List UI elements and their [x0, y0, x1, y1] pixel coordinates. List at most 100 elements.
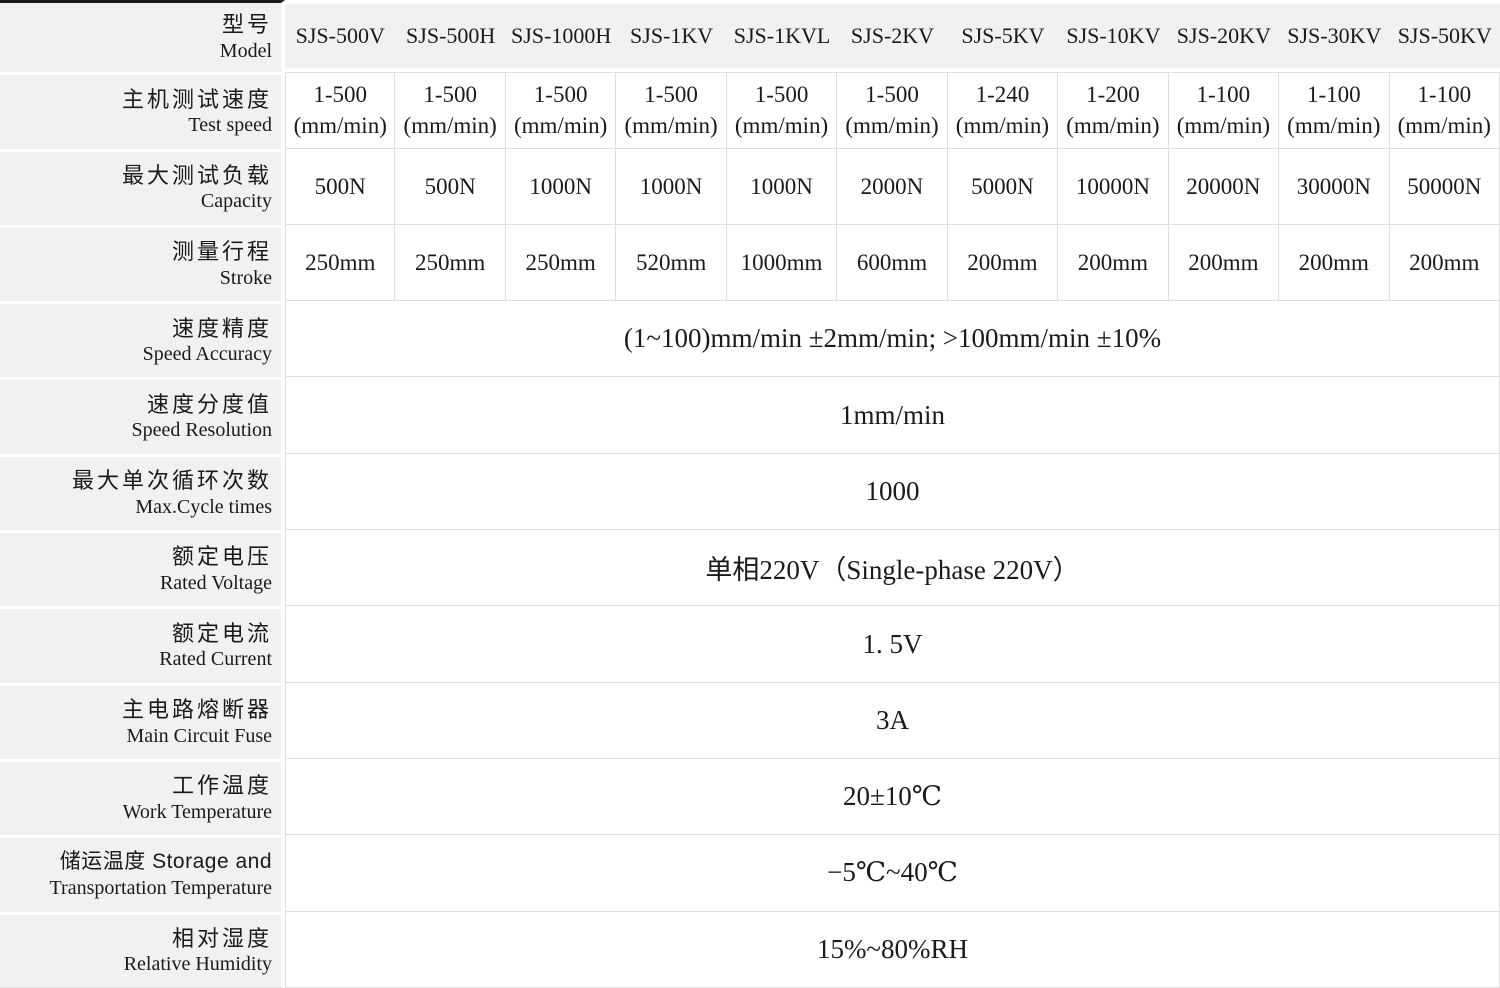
- model-header-cell: SJS-2KV: [837, 0, 948, 73]
- table-row: 额定电压 Rated Voltage 单相220V（Single-phase 2…: [0, 530, 1500, 607]
- model-header-cell: SJS-30KV: [1279, 0, 1390, 73]
- spec-value-cell: 1-500 (mm/min): [837, 72, 948, 149]
- spec-value-span-cell: −5℃~40℃: [285, 835, 1500, 912]
- model-header-cell: SJS-1000H: [505, 0, 617, 73]
- speed-unit: (mm/min): [734, 113, 829, 139]
- row-label-zh: 主机测试速度: [121, 86, 272, 112]
- table-row: 工作温度 Work Temperature 20±10℃: [0, 758, 1500, 836]
- row-label-relative-humidity: 相对湿度 Relative Humidity: [0, 911, 285, 988]
- spec-value-cell: 1000N: [505, 148, 617, 225]
- row-label-zh: 型号: [221, 12, 272, 38]
- row-label-main-circuit-fuse: 主电路熔断器 Main Circuit Fuse: [0, 682, 285, 759]
- row-label-stroke: 测量行程 Stroke: [0, 224, 285, 302]
- spec-value-span-cell: 15%~80%RH: [285, 911, 1500, 988]
- speed-range: 1-100: [1196, 82, 1251, 108]
- row-label-en: Speed Accuracy: [142, 343, 272, 366]
- spec-value-cell: 200mm: [947, 224, 1059, 302]
- spec-value-cell: 200mm: [1168, 224, 1280, 302]
- row-label-work-temperature: 工作温度 Work Temperature: [0, 758, 285, 836]
- row-label-rated-current: 额定电流 Rated Current: [0, 606, 285, 683]
- spec-value-cell: 2000N: [837, 148, 948, 225]
- spec-value-span-cell: (1~100)mm/min ±2mm/min; >100mm/min ±10%: [285, 301, 1500, 378]
- model-header-cell: SJS-1KV: [616, 0, 727, 73]
- row-label-test-speed: 主机测试速度 Test speed: [0, 72, 285, 149]
- spec-value-cell: 10000N: [1058, 148, 1169, 225]
- spec-value-cell: 500N: [285, 148, 396, 225]
- model-header-cell: SJS-20KV: [1168, 0, 1280, 73]
- speed-unit: (mm/min): [1176, 113, 1270, 139]
- spec-value-cell: 250mm: [285, 224, 396, 302]
- row-label-zh: 速度分度值: [146, 391, 272, 417]
- row-label-en: Main Circuit Fuse: [126, 724, 272, 747]
- spec-value-cell: 250mm: [395, 224, 506, 302]
- table-row: 速度分度值 Speed Resolution 1mm/min: [0, 377, 1500, 454]
- row-label-line1: 储运温度 Storage and: [59, 850, 272, 874]
- spec-value-cell: 1000mm: [726, 224, 838, 302]
- speed-range: 1-500: [533, 82, 588, 108]
- row-label-en: Rated Current: [159, 648, 272, 671]
- spec-value-cell: 30000N: [1279, 148, 1390, 225]
- spec-value-span-cell: 1mm/min: [285, 377, 1500, 454]
- table-row: 速度精度 Speed Accuracy (1~100)mm/min ±2mm/m…: [0, 301, 1500, 378]
- table-row: 储运温度 Storage and Transportation Temperat…: [0, 835, 1500, 912]
- speed-unit: (mm/min): [1287, 113, 1381, 139]
- model-header-cell: SJS-10KV: [1058, 0, 1169, 73]
- spec-value-cell: 1-500 (mm/min): [726, 72, 838, 149]
- row-label-line2: Transportation Temperature: [49, 876, 272, 899]
- spec-value-span-cell: 3A: [285, 682, 1500, 759]
- speed-range: 1-500: [644, 82, 698, 108]
- spec-value-cell: 500N: [395, 148, 506, 225]
- row-label-zh: 最大单次循环次数: [71, 468, 272, 494]
- row-label-capacity: 最大测试负载 Capacity: [0, 148, 285, 225]
- spec-value-cell: 600mm: [837, 224, 948, 302]
- speed-range: 1-500: [754, 82, 809, 108]
- model-header-cell: SJS-5KV: [947, 0, 1059, 73]
- speed-range: 1-100: [1306, 82, 1361, 108]
- row-label-speed-accuracy: 速度精度 Speed Accuracy: [0, 301, 285, 378]
- row-label-zh: 额定电压: [171, 544, 272, 570]
- model-header-cell: SJS-1KVL: [726, 0, 838, 73]
- row-label-en: Capacity: [200, 190, 272, 213]
- row-label-zh: 相对湿度: [171, 925, 272, 951]
- row-label-rated-voltage: 额定电压 Rated Voltage: [0, 530, 285, 607]
- row-label-zh: 工作温度: [171, 773, 272, 799]
- speed-range: 1-100: [1417, 82, 1472, 108]
- speed-range: 1-500: [313, 82, 368, 108]
- row-label-zh: 主电路熔断器: [121, 697, 272, 723]
- row-label-en: Model: [219, 39, 272, 62]
- speed-unit: (mm/min): [955, 113, 1050, 139]
- spec-value-span-cell: 1. 5V: [285, 606, 1500, 683]
- spec-value-cell: 1-500 (mm/min): [616, 72, 727, 149]
- table-row: 额定电流 Rated Current 1. 5V: [0, 606, 1500, 683]
- row-label-en: Work Temperature: [122, 800, 272, 823]
- spec-value-cell: 5000N: [947, 148, 1059, 225]
- speed-range: 1-500: [865, 82, 919, 108]
- speed-unit: (mm/min): [1397, 113, 1491, 139]
- spec-value-cell: 1000N: [616, 148, 727, 225]
- row-label-storage-temperature: 储运温度 Storage and Transportation Temperat…: [0, 835, 285, 912]
- speed-range: 1-240: [975, 82, 1030, 108]
- row-label-zh: 额定电流: [171, 620, 272, 646]
- row-label-en: Rated Voltage: [159, 571, 272, 594]
- spec-value-cell: 200mm: [1279, 224, 1390, 302]
- row-label-max-cycle-times: 最大单次循环次数 Max.Cycle times: [0, 453, 285, 531]
- spec-value-cell: 1-100 (mm/min): [1279, 72, 1390, 149]
- spec-value-cell: 1-100 (mm/min): [1168, 72, 1280, 149]
- speed-unit: (mm/min): [403, 113, 497, 139]
- table-row: 型号 Model SJS-500V SJS-500H SJS-1000H SJS…: [0, 0, 1500, 73]
- speed-unit: (mm/min): [624, 113, 718, 139]
- speed-unit: (mm/min): [845, 113, 939, 139]
- spec-value-cell: 1-500 (mm/min): [505, 72, 617, 149]
- spec-value-cell: 520mm: [616, 224, 727, 302]
- row-label-en: Stroke: [219, 266, 272, 289]
- row-label-zh: 速度精度: [171, 315, 272, 341]
- speed-unit: (mm/min): [1066, 113, 1160, 139]
- spec-value-span-cell: 1000: [285, 453, 1500, 531]
- spec-value-cell: 1000N: [726, 148, 838, 225]
- spec-value-cell: 1-500 (mm/min): [395, 72, 506, 149]
- spec-value-span-cell: 单相220V（Single-phase 220V）: [285, 530, 1500, 607]
- spec-value-cell: 1-100 (mm/min): [1389, 72, 1500, 149]
- row-label-en: Test speed: [188, 114, 272, 137]
- speed-unit: (mm/min): [513, 113, 608, 139]
- model-header-cell: SJS-500V: [285, 0, 396, 73]
